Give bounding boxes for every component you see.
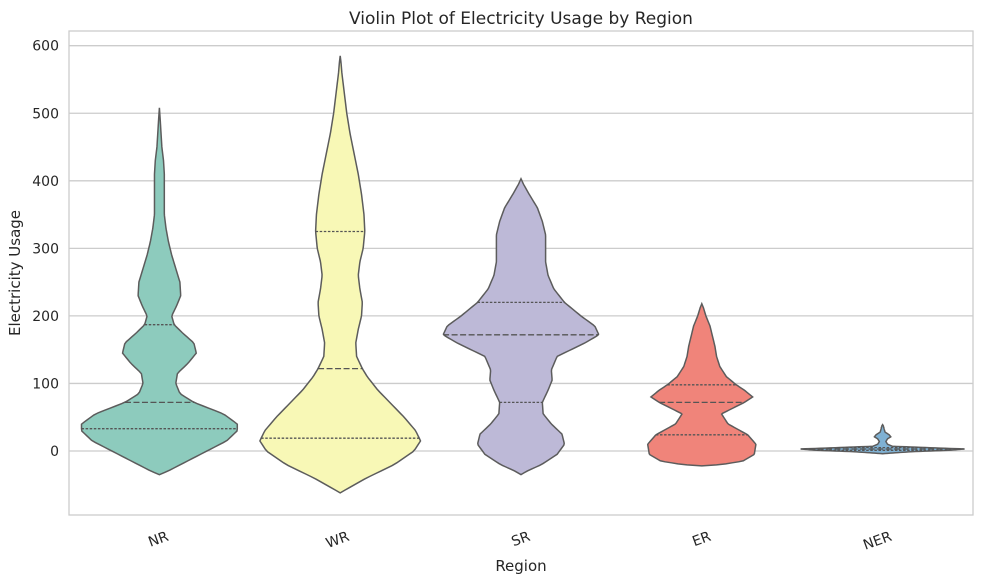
violin-nr xyxy=(80,107,239,476)
y-tick-labels: 0 100 200 300 400 500 600 xyxy=(32,39,59,460)
violin-er xyxy=(646,301,757,467)
y-tick-label: 200 xyxy=(32,309,59,325)
y-tick-label: 600 xyxy=(32,39,59,55)
plot-frame xyxy=(68,30,974,516)
y-axis-label: Electricity Usage xyxy=(6,210,24,336)
chart-title: Violin Plot of Electricity Usage by Regi… xyxy=(349,9,693,29)
violin-body xyxy=(442,176,600,476)
x-tick-labels: NR WR SR ER NER xyxy=(146,529,894,554)
x-axis-label: Region xyxy=(495,557,546,575)
y-tick-label: 0 xyxy=(50,444,59,460)
y-tick-label: 400 xyxy=(32,174,59,190)
y-tick-label: 500 xyxy=(32,106,59,122)
violin-sr xyxy=(442,176,600,476)
y-tick-label: 100 xyxy=(32,376,59,392)
violins xyxy=(80,55,965,494)
x-tick-label: NER xyxy=(861,529,894,554)
violin-body xyxy=(800,423,965,455)
x-tick-label: NR xyxy=(146,529,171,551)
violin-ner xyxy=(800,423,965,455)
violin-body xyxy=(80,107,239,476)
violin-wr xyxy=(259,55,422,494)
violin-body xyxy=(259,55,422,494)
y-tick-label: 300 xyxy=(32,241,59,257)
x-tick-label: ER xyxy=(690,529,713,550)
x-tick-label: SR xyxy=(509,529,532,550)
x-tick-label: WR xyxy=(324,529,352,552)
